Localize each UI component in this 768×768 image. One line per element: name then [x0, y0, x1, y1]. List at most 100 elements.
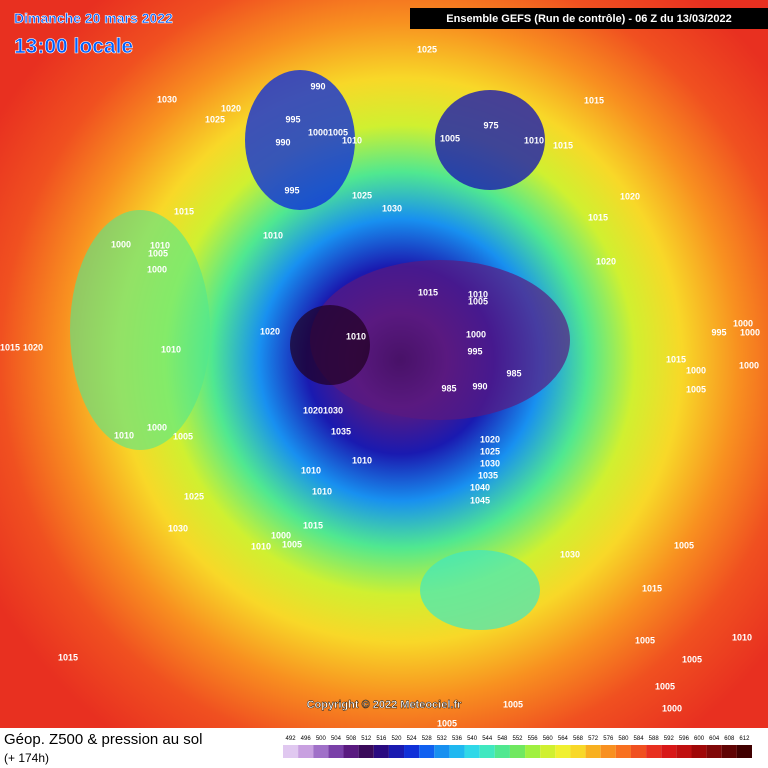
isobar-label: 1015 — [553, 140, 573, 150]
scale-label: 516 — [376, 736, 387, 742]
isobar-label: 1000 — [739, 360, 759, 370]
isobar-label: 1000 — [662, 703, 682, 713]
scale-label: 572 — [588, 736, 599, 742]
isobar-label: 1005 — [635, 635, 655, 645]
isobar-label: 1005 — [468, 296, 488, 306]
isobar-label: 1010 — [301, 465, 321, 475]
isobar-label: 1005 — [437, 718, 457, 728]
isobar-label: 1010 — [251, 541, 271, 551]
scale-swatch — [388, 745, 405, 758]
isobar-label: 1020 — [303, 405, 323, 415]
scale-label: 604 — [709, 736, 720, 742]
isobar-label: 1010 — [352, 455, 372, 465]
scale-label: 508 — [346, 736, 357, 742]
isobar-label: 1000 — [733, 318, 753, 328]
trough-area — [70, 210, 210, 450]
isobar-label: 1005 — [686, 384, 706, 394]
isobar-label: 995 — [284, 185, 299, 195]
scale-swatch — [721, 745, 737, 758]
scale-swatch — [449, 745, 465, 758]
scale-swatch — [464, 745, 480, 758]
scale-label: 540 — [467, 736, 478, 742]
isobar-label: 1020 — [23, 342, 43, 352]
isobar-label: 1025 — [480, 446, 500, 456]
date: Dimanche 20 mars 2022 — [14, 10, 173, 26]
scale-label: 520 — [391, 736, 402, 742]
scale-label: 536 — [452, 736, 463, 742]
isobar-label: 1000 — [271, 530, 291, 540]
isobar-label: 1000 — [740, 327, 760, 337]
scale-swatch — [358, 745, 374, 758]
isobar-label: 1005 — [503, 699, 523, 709]
scale-label: 576 — [603, 736, 614, 742]
scale-swatch — [676, 745, 692, 758]
run-info: Ensemble GEFS (Run de contrôle) - 06 Z d… — [446, 13, 731, 25]
scale-swatch — [540, 745, 556, 758]
isobar-label: 1030 — [157, 94, 177, 104]
low-area — [245, 70, 355, 210]
isobar-label: 1030 — [560, 549, 580, 559]
isobar-label: 1010 — [263, 230, 283, 240]
scale-label: 564 — [558, 736, 569, 742]
isobar-label: 1010 — [342, 135, 362, 145]
scale-swatch — [283, 745, 299, 758]
isobar-label: 1015 — [666, 354, 686, 364]
scale-swatch — [630, 745, 647, 758]
scale-swatch — [419, 745, 435, 758]
isobar-label: 1020 — [596, 256, 616, 266]
scale-swatch — [479, 745, 495, 758]
scale-swatch — [494, 745, 510, 758]
isobar-label: 1025 — [352, 190, 372, 200]
scale-swatch — [525, 745, 541, 758]
scale-swatch — [736, 745, 752, 758]
scale-label: 600 — [694, 736, 705, 742]
low-area — [290, 305, 370, 385]
isobar-label: 1010 — [312, 486, 332, 496]
isobar-label: 1015 — [418, 287, 438, 297]
isobar-label: 1020 — [480, 434, 500, 444]
isobar-label: 1015 — [588, 212, 608, 222]
scale-swatch — [404, 745, 420, 758]
isobar-label: 1005 — [148, 248, 168, 258]
isobar-label: 995 — [711, 327, 726, 337]
isobar-label: 1035 — [331, 426, 351, 436]
scale-swatch — [661, 745, 677, 758]
scale-label: 584 — [634, 736, 645, 742]
isobar-label: 1010 — [468, 289, 488, 299]
isobar-label: 1030 — [480, 458, 500, 468]
scale-label: 512 — [361, 736, 372, 742]
high-area — [420, 550, 540, 630]
copyright: Copyright © 2022 Meteociel.fr — [307, 699, 463, 711]
lead-time: (+ 174h) — [4, 751, 49, 765]
scale-swatch — [570, 745, 586, 758]
scale-label: 524 — [407, 736, 418, 742]
scale-swatch — [313, 745, 329, 758]
scale-swatch — [646, 745, 662, 758]
scale-swatch — [298, 745, 314, 758]
isobar-label: 1030 — [323, 405, 343, 415]
scale-swatch — [343, 745, 359, 758]
scale-swatch — [509, 745, 526, 758]
scale-label: 608 — [724, 736, 735, 742]
isobar-label: 1015 — [58, 652, 78, 662]
scale-label: 592 — [664, 736, 675, 742]
isobar-label: 1025 — [417, 44, 437, 54]
local-time: 13:00 locale — [14, 35, 133, 58]
isobar-label: 1000 — [686, 365, 706, 375]
scale-swatch — [615, 745, 631, 758]
scale-swatch — [373, 745, 389, 758]
isobar-label: 1000 — [147, 422, 167, 432]
scale-label: 556 — [528, 736, 539, 742]
isobar-label: 1000 — [111, 239, 131, 249]
isobar-label: 1010 — [161, 344, 181, 354]
isobar-label: 1045 — [470, 495, 490, 505]
isobar-label: 1020 — [260, 326, 280, 336]
isobar-label: 1025 — [184, 491, 204, 501]
scale-label: 532 — [437, 736, 448, 742]
isobar-label: 1010 — [150, 240, 170, 250]
low-area — [310, 260, 570, 420]
isobar-label: 975 — [483, 120, 498, 130]
isobar-label: 990 — [310, 81, 325, 91]
isobar-label: 1010 — [524, 135, 544, 145]
scale-swatch — [585, 745, 601, 758]
